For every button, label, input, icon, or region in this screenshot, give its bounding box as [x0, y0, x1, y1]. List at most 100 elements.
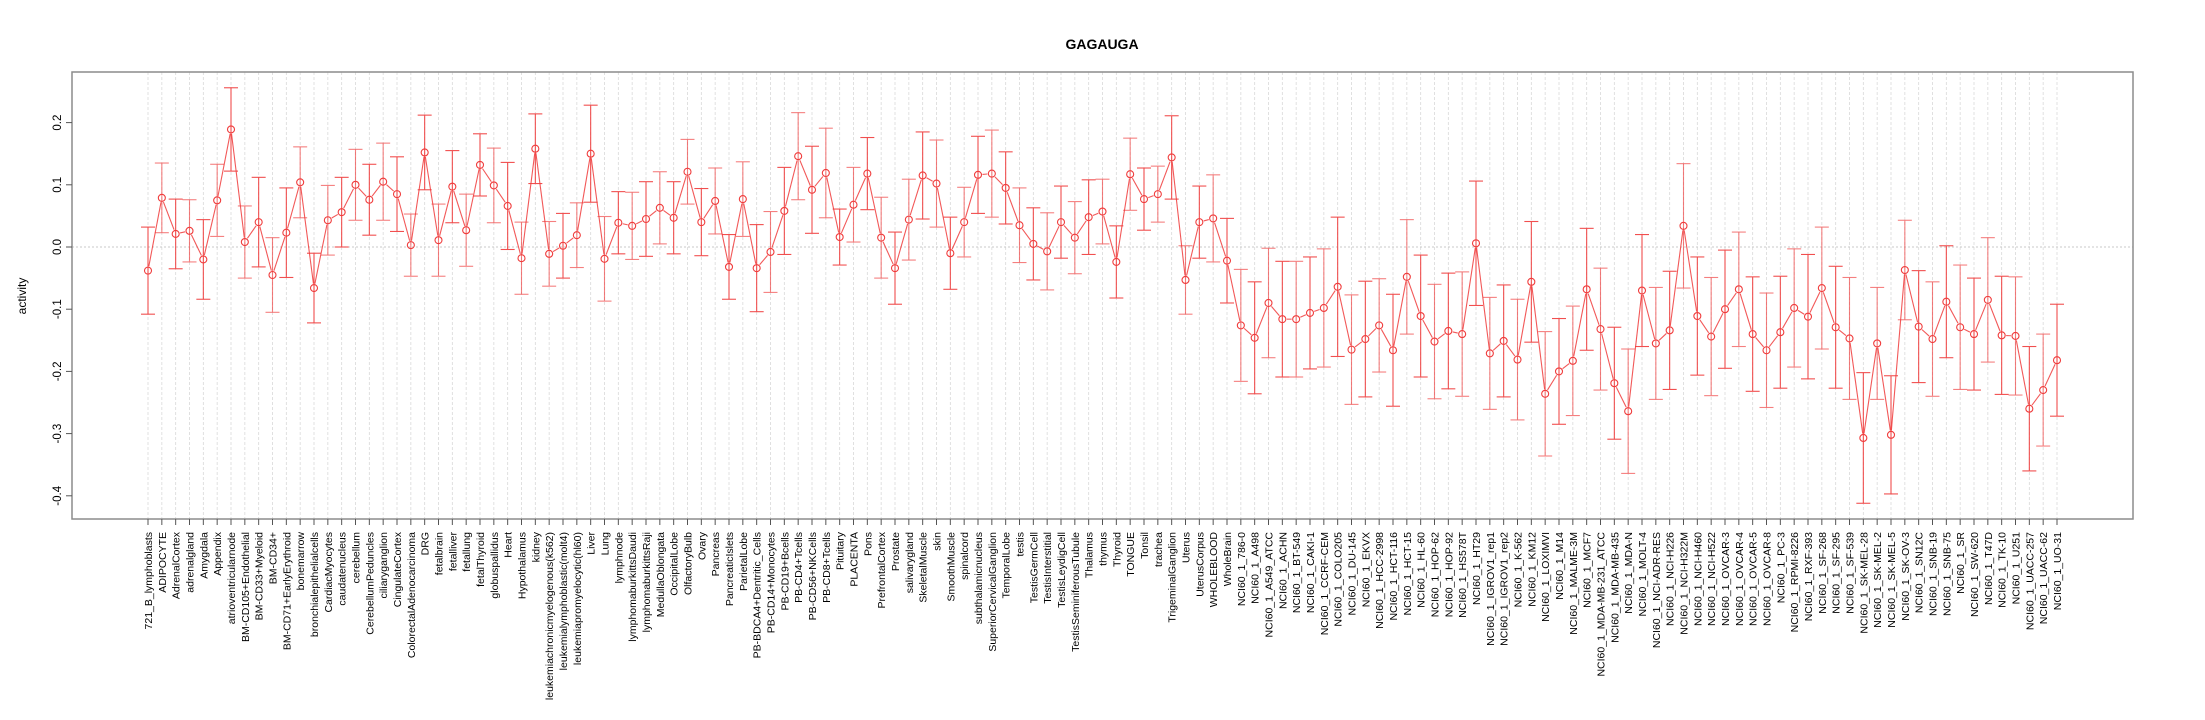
series-segment	[1699, 319, 1710, 334]
error-bar	[1233, 268, 1248, 382]
series-segment	[314, 224, 328, 284]
data-point	[1209, 214, 1218, 223]
x-tick-label: NCI60_1_CCRF-CEM	[1319, 532, 1331, 635]
error-bar	[888, 231, 902, 305]
x-tick-label: NCI60_1_UACC-62	[2038, 532, 2050, 624]
x-tick-label: cerebellum	[351, 532, 363, 584]
series-segment	[286, 186, 300, 229]
x-tick-label: CardiacMyocytes	[323, 532, 335, 613]
x-tick-label: Pancreas	[710, 532, 722, 576]
error-bar	[1040, 212, 1055, 291]
data-point	[1361, 335, 1370, 344]
x-axis: 721_B_lymphoblasts ADIPOCYTE AdrenalCortex…	[143, 519, 2064, 700]
x-tick-label: Pituitary	[835, 531, 847, 570]
series-segment	[508, 210, 521, 254]
series-segment	[1587, 293, 1600, 326]
data-point	[1347, 345, 1356, 354]
series-segment	[552, 247, 560, 253]
error-bar	[1510, 298, 1525, 421]
x-tick-label: TrigeminalGanglion	[1167, 532, 1179, 623]
x-tick-label: NCI60_1_NCI-H226	[1665, 532, 1677, 626]
series-segment	[1325, 290, 1336, 305]
x-tick-label: bronchialepithelialcells	[309, 532, 321, 637]
x-tick-label: Appendix	[212, 531, 224, 576]
data-point	[1942, 297, 1951, 306]
series-segment	[331, 213, 339, 219]
error-bar	[1261, 247, 1276, 359]
data-point	[1983, 295, 1992, 304]
series-segment	[799, 160, 811, 186]
data-point	[1029, 239, 1038, 248]
x-tick-label: PB-CD8+Tcells	[821, 532, 833, 603]
x-tick-label: TestisLeydigCell	[1056, 532, 1068, 608]
x-tick-label: lymphomaburkittsDaudi	[627, 532, 639, 642]
x-tick-label: PB-CD14+Monocytes	[766, 532, 778, 633]
error-bar	[735, 161, 750, 237]
error-bar	[1164, 115, 1179, 200]
data-point	[766, 247, 775, 257]
series-segment	[1975, 303, 1987, 331]
data-point	[1803, 312, 1813, 321]
data-point	[226, 125, 236, 134]
error-bar	[1178, 245, 1193, 315]
data-point	[738, 195, 747, 204]
x-tick-label: OccipitalLobe	[669, 532, 681, 596]
data-point	[1679, 221, 1688, 230]
series-segment	[1628, 294, 1643, 407]
x-tick-label: leukemialymphoblastic(molt4)	[558, 532, 570, 670]
series-segment	[1547, 374, 1558, 391]
x-tick-label: NCI60_1_BT-549	[1291, 532, 1303, 613]
data-point	[780, 206, 789, 215]
x-tick-label: lymphomaburkittsRaji	[641, 532, 653, 632]
series-segment	[663, 209, 671, 216]
x-tick-label: globuspallidus	[489, 532, 501, 599]
x-tick-label: SuperiorCervicalGanglion	[987, 532, 999, 652]
data-point	[1112, 257, 1121, 266]
data-point	[752, 264, 761, 273]
x-tick-label: NCI60_1_UACC-257	[2024, 532, 2036, 630]
x-tick-label: TestisSeminiferousTubule	[1070, 532, 1082, 652]
data-point	[2052, 356, 2062, 365]
error-bar	[459, 193, 474, 267]
x-tick-label: fetallung	[461, 532, 473, 572]
error-bar	[1856, 372, 1871, 504]
x-tick-label: ParietalLobe	[738, 532, 750, 591]
series-segment	[1517, 286, 1532, 356]
series-segment	[826, 177, 840, 233]
series-segment	[1393, 281, 1407, 346]
series-segment	[203, 204, 217, 256]
x-tick-label: NCI60_1_SF-295	[1831, 532, 1843, 614]
x-tick-label: NCI60_1_DU-145	[1347, 532, 1359, 616]
data-point	[1693, 311, 1702, 321]
series-segment	[495, 188, 506, 203]
series-segment	[703, 204, 714, 219]
x-tick-label: PB-CD19+Bcells	[779, 532, 791, 611]
series-segment	[1076, 220, 1087, 235]
series-segment	[1658, 333, 1667, 341]
error-bar	[1095, 178, 1110, 245]
x-tick-label: BM-CD71+EarlyErythroid	[281, 532, 293, 650]
series-segment	[1712, 312, 1724, 333]
x-tick-label: NCI60_1_SK-MEL-2	[1872, 532, 1884, 628]
data-point	[807, 185, 817, 194]
error-bar	[1441, 272, 1456, 390]
error-bar	[473, 133, 487, 197]
series-segment	[926, 177, 933, 182]
error-bar	[1745, 276, 1760, 392]
series-segment	[649, 210, 657, 217]
y-tick-label: -0.1	[52, 299, 64, 319]
series-segment	[1988, 303, 2001, 332]
series-segment	[1797, 309, 1805, 315]
series-segment	[854, 177, 867, 201]
data-point	[711, 196, 720, 206]
data-point	[1167, 153, 1176, 162]
series-segment	[1186, 226, 1199, 276]
series-segment	[1407, 280, 1420, 312]
data-point	[628, 221, 637, 230]
y-tick-label: -0.4	[52, 485, 64, 505]
error-bar	[1676, 163, 1691, 289]
error-bar	[1552, 317, 1566, 425]
data-point	[1707, 332, 1716, 341]
x-tick-label: NCI60_1_SN12C	[1914, 532, 1926, 614]
error-bar	[279, 187, 294, 279]
